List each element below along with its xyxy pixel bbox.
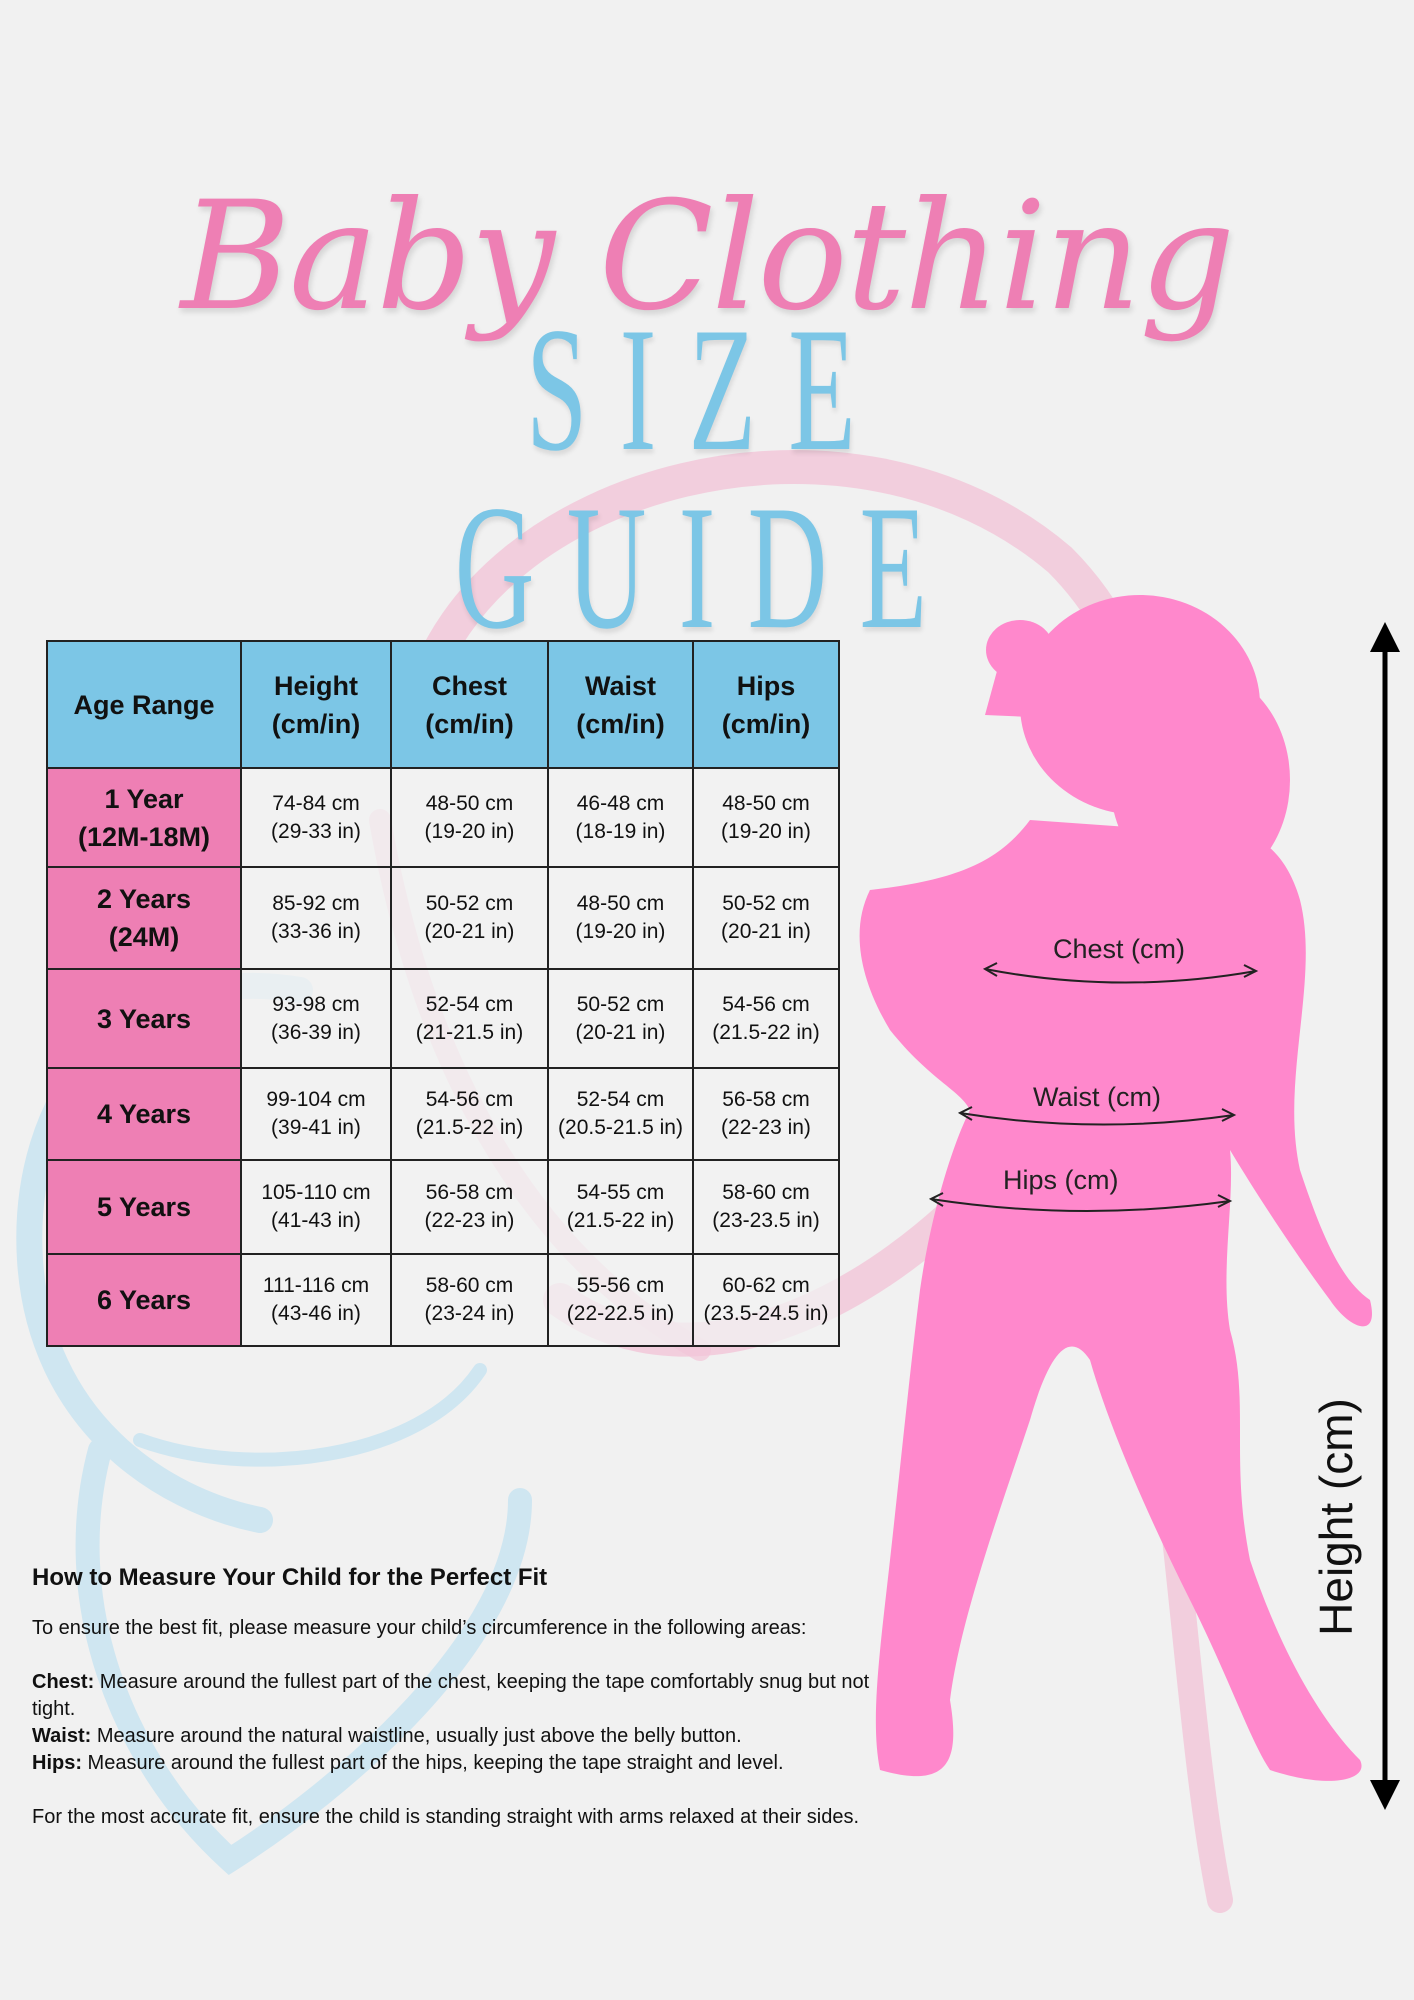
hips-cell: 54-56 cm (21.5-22 in) [692,968,840,1069]
hips-cell: 58-60 cm (23-23.5 in) [692,1159,840,1255]
height-cell: 105-110 cm (41-43 in) [240,1159,392,1255]
title-caps: SIZE GUIDE [454,290,960,666]
instructions-footer: For the most accurate fit, ensure the ch… [32,1806,860,1828]
waist-cell: 52-54 cm (20.5-21.5 in) [547,1067,694,1161]
height-arrow [1370,622,1400,1810]
measure-instructions: How to Measure Your Child for the Perfec… [32,1564,892,1831]
height-cell: 85-92 cm (33-36 in) [240,866,392,970]
header-chest: Chest (cm/in) [390,640,549,769]
chest-cell: 56-58 cm (22-23 in) [390,1159,549,1255]
age-range-cell: 4 Years [46,1067,242,1161]
height-cell: 99-104 cm (39-41 in) [240,1067,392,1161]
chest-label: Chest (cm) [1053,934,1186,964]
instruction-hips: Hips: Measure around the fullest part of… [32,1752,784,1774]
table-row: 3 Years 93-98 cm (36-39 in) 52-54 cm (21-21.… [46,968,840,1069]
table-row: 4 Years 99-104 cm (39-41 in) 54-56 cm (21.5-… [46,1067,840,1161]
hips-measure-line [930,1198,1231,1212]
age-range-cell: 5 Years [46,1159,242,1255]
age-range-cell: 1 Year (12M-18M) [46,767,242,868]
header-waist: Waist (cm/in) [547,640,694,769]
waist-cell: 48-50 cm (19-20 in) [547,866,694,970]
hips-label: Hips (cm) [1003,1165,1119,1195]
hips-cell: 48-50 cm (19-20 in) [692,767,840,868]
waist-cell: 50-52 cm (20-21 in) [547,968,694,1069]
waist-cell: 46-48 cm (18-19 in) [547,767,694,868]
age-range-cell: 2 Years (24M) [46,866,242,970]
watermark-swirl-blue-3 [133,1363,487,1467]
height-cell: 74-84 cm (29-33 in) [240,767,392,868]
waist-label: Waist (cm) [1033,1082,1161,1112]
waist-cell: 54-55 cm (21.5-22 in) [547,1159,694,1255]
chest-cell: 52-54 cm (21-21.5 in) [390,968,549,1069]
age-range-cell: 3 Years [46,968,242,1069]
hips-cell: 56-58 cm (22-23 in) [692,1067,840,1161]
header-age-range: Age Range [46,640,242,769]
hips-cell: 50-52 cm (20-21 in) [692,866,840,970]
table-row: 6 Years 111-116 cm (43-46 in) 58-60 cm (23-2… [46,1253,840,1347]
title-script: Baby Clothing [180,170,1236,344]
table-header-row: Age Range Height (cm/in) Chest (cm/in) Wai… [46,640,840,769]
waist-measure-line [959,1112,1235,1126]
instructions-heading: How to Measure Your Child for the Perfec… [32,1564,548,1591]
chest-measure-line [984,968,1257,984]
age-range-cell: 6 Years [46,1253,242,1347]
chest-cell: 54-56 cm (21.5-22 in) [390,1067,549,1161]
table-row: 1 Year (12M-18M) 74-84 cm (29-33 in) 48-50 c… [46,767,840,868]
instruction-waist: Waist: Measure around the natural waistl… [32,1725,742,1747]
header-hips: Hips (cm/in) [692,640,840,769]
size-table: Age Range Height (cm/in) Chest (cm/in) Wai… [46,640,840,1347]
child-silhouette [859,595,1372,1781]
instruction-chest: Chest: Measure around the fullest part o… [32,1671,870,1720]
chest-cell: 58-60 cm (23-24 in) [390,1253,549,1347]
header-height: Height (cm/in) [240,640,392,769]
height-label: Height (cm) [1310,1398,1362,1636]
watermark-swirl-blue-2 [75,1438,532,1876]
instructions-intro: To ensure the best fit, please measure y… [32,1617,807,1639]
height-cell: 93-98 cm (36-39 in) [240,968,392,1069]
waist-cell: 55-56 cm (22-22.5 in) [547,1253,694,1347]
height-cell: 111-116 cm (43-46 in) [240,1253,392,1347]
chest-cell: 50-52 cm (20-21 in) [390,866,549,970]
table-row: 5 Years 105-110 cm (41-43 in) 56-58 cm (22-2… [46,1159,840,1255]
hips-cell: 60-62 cm (23.5-24.5 in) [692,1253,840,1347]
table-row: 2 Years (24M) 85-92 cm (33-36 in) 50-52 cm (2… [46,866,840,970]
chest-cell: 48-50 cm (19-20 in) [390,767,549,868]
